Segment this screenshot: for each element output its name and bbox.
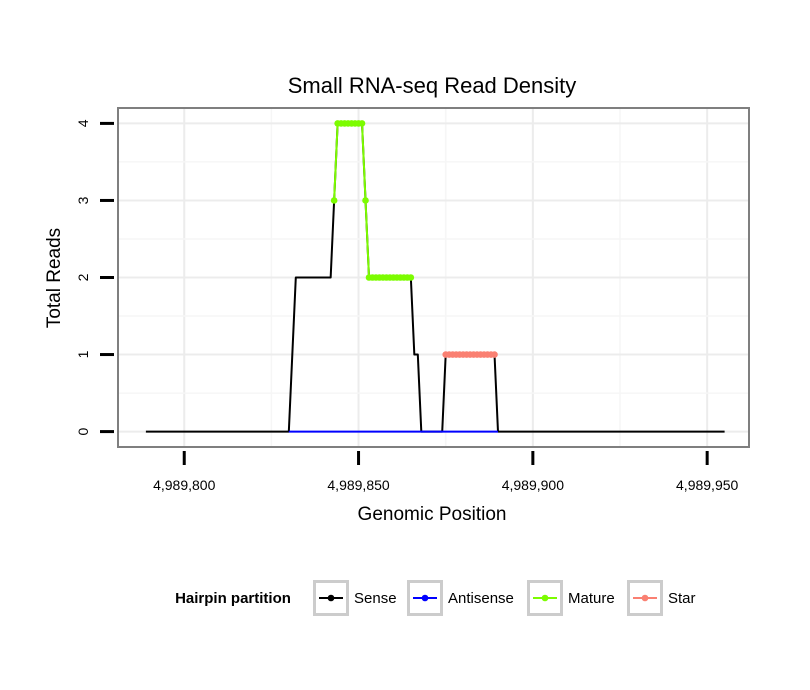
data-point-star [491, 351, 498, 358]
y-tick-label: 3 [75, 196, 91, 204]
y-tick-label: 4 [75, 119, 91, 127]
data-point-mature [407, 274, 415, 281]
axes: 4,989,800 4,989,850 4,989,900 4,989,950 0 1 2 3… [75, 119, 739, 493]
legend-item-mature: Mature [527, 580, 615, 616]
y-axis-title: Total Reads [44, 228, 65, 328]
legend-item-star: Star [627, 580, 696, 616]
legend-title: Hairpin partition [175, 590, 291, 607]
legend-label-star: Star [668, 590, 696, 607]
x-axis-title: Genomic Position [358, 504, 507, 525]
legend-label-mature: Mature [568, 590, 615, 607]
y-tick-label: 0 [75, 427, 91, 435]
x-tick-label: 4,989,900 [502, 477, 564, 493]
legend-marker-star [641, 594, 649, 602]
data-point-mature [330, 197, 338, 204]
data-point-mature [362, 197, 369, 204]
x-tick-label: 4,989,950 [676, 477, 738, 493]
data-point-mature [358, 120, 366, 127]
x-tick-label: 4,989,800 [153, 477, 215, 493]
series-star [442, 351, 498, 358]
legend-label-antisense: Antisense [448, 590, 514, 607]
x-tick-label: 4,989,850 [327, 477, 389, 493]
legend-marker-mature [541, 594, 549, 602]
y-tick-label: 2 [75, 273, 91, 281]
series-mature [330, 120, 415, 281]
legend-item-sense: Sense [313, 580, 397, 616]
chart-title: Small RNA-seq Read Density [288, 73, 577, 98]
series-layer [145, 120, 725, 433]
legend: Hairpin partition Sense Antisense Mature Sta… [175, 580, 696, 616]
grid-lines [118, 108, 749, 447]
legend-item-antisense: Antisense [407, 580, 514, 616]
plot-panel-border [117, 107, 750, 448]
legend-marker-sense [327, 594, 335, 602]
legend-marker-antisense [421, 594, 429, 602]
y-tick-label: 1 [75, 350, 91, 358]
legend-label-sense: Sense [354, 590, 397, 607]
